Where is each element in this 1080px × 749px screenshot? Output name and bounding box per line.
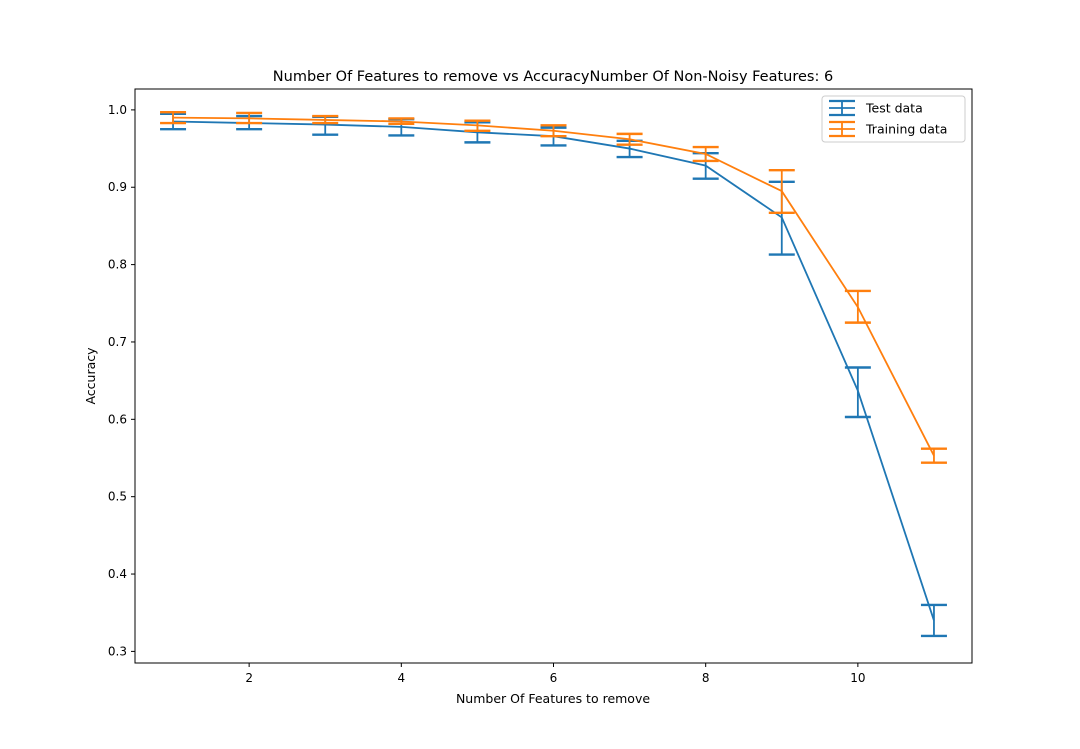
y-tick-label: 0.3 (108, 644, 127, 658)
y-tick-label: 0.9 (108, 180, 127, 194)
y-tick-label: 0.4 (108, 567, 127, 581)
x-axis: 2 4 6 8 10 (245, 663, 866, 685)
y-tick-label: 0.6 (108, 412, 127, 426)
x-axis-label: Number Of Features to remove (456, 691, 650, 706)
x-tick-label: 2 (245, 671, 253, 685)
y-axis-label: Accuracy (83, 347, 98, 405)
legend-label: Training data (865, 122, 947, 137)
x-tick-label: 6 (550, 671, 558, 685)
legend-entry: Training data (829, 120, 947, 138)
legend: Test data Training data (821, 95, 966, 143)
plot-area (134, 88, 973, 664)
series-group (160, 111, 947, 638)
legend-entry: Test data (829, 99, 923, 117)
y-tick-label: 1.0 (108, 103, 127, 117)
x-tick-label: 4 (397, 671, 405, 685)
axes-frame (134, 88, 973, 664)
y-tick-label: 0.5 (108, 490, 127, 504)
series-training-data (160, 111, 947, 464)
x-tick-label: 10 (850, 671, 865, 685)
y-tick-label: 0.7 (108, 335, 127, 349)
legend-box (821, 95, 966, 143)
legend-label: Test data (865, 101, 923, 116)
x-tick-label: 8 (702, 671, 710, 685)
y-axis: 0.3 0.4 0.5 0.6 0.7 0.8 0.9 1.0 (108, 103, 135, 658)
y-tick-label: 0.8 (108, 258, 127, 272)
chart-title: Number Of Features to remove vs Accuracy… (273, 69, 833, 85)
